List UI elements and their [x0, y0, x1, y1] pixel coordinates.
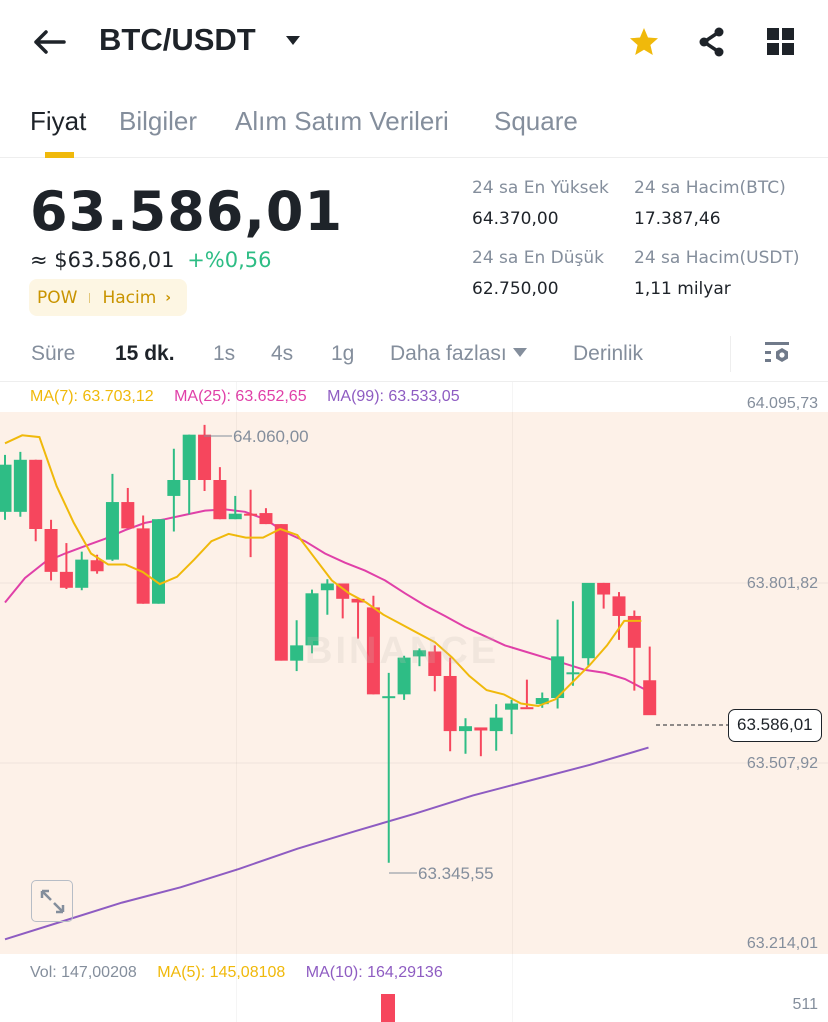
vol-ma10-label: MA(10): 164,29136 [305, 964, 443, 981]
caret-down-icon[interactable] [286, 36, 300, 45]
expand-icon [40, 889, 65, 914]
low-marker-label: 63.345,55 [418, 864, 494, 883]
tab-fiyat[interactable]: Fiyat [30, 106, 87, 136]
high-marker-label: 64.060,00 [233, 427, 309, 446]
fullscreen-button[interactable] [31, 880, 73, 922]
stat-value-24h-vol-usdt: 1,11 milyar [634, 279, 731, 299]
main-tabs: Fiyat Bilgiler Alım Satım Verileri Squar… [0, 100, 828, 158]
y-axis-label: 63.507,92 [746, 755, 818, 772]
share-icon[interactable] [696, 26, 728, 58]
grid-icon[interactable] [765, 26, 797, 58]
interval-1d[interactable]: 1g [331, 342, 355, 365]
stat-value-24h-high: 64.370,00 [472, 209, 559, 229]
price-subline: ≈ $63.586,01 +%0,56 [30, 248, 272, 272]
back-arrow-icon[interactable] [30, 24, 70, 60]
y-axis-label: 63.801,82 [746, 575, 818, 592]
divider [730, 336, 731, 372]
price-change-percent: +%0,56 [187, 248, 272, 272]
stat-label-24h-vol-btc: 24 sa Hacim(BTC) [634, 178, 786, 198]
trading-pair-title[interactable]: BTC/USDT [99, 22, 256, 57]
interval-1h[interactable]: 1s [213, 342, 236, 365]
stat-value-24h-vol-btc: 17.387,46 [634, 209, 721, 229]
chart-canvas [0, 424, 828, 941]
top-bar: BTC/USDT [0, 0, 828, 88]
grid-line [512, 382, 513, 1022]
tag-pow: POW [37, 287, 78, 308]
ma99-label: MA(99): 63.533,05 [327, 388, 460, 405]
ma25-label: MA(25): 63.652,65 [174, 388, 307, 405]
volume-axis-label: 511 [792, 996, 818, 1013]
last-price-tag: 63.586,01 [728, 709, 822, 742]
interval-bar: Süre 15 dk. 1s 4s 1g Daha fazlası Derinl… [0, 326, 828, 382]
tab-alim-satim-verileri[interactable]: Alım Satım Verileri [235, 106, 449, 136]
volume-bar [381, 994, 395, 1022]
interval-depth[interactable]: Derinlik [573, 342, 644, 365]
interval-4h[interactable]: 4s [271, 342, 294, 365]
tag-separator [89, 292, 91, 303]
stat-value-24h-low: 62.750,00 [472, 279, 559, 299]
tags-chip[interactable]: POW Hacim › [29, 279, 187, 316]
watermark: BINANCE [305, 630, 500, 672]
volume-legend: Vol: 147,00208 MA(5): 145,08108 MA(10): … [30, 964, 459, 982]
interval-more[interactable]: Daha fazlası [390, 342, 527, 366]
vol-ma5-label: MA(5): 145,08108 [157, 964, 286, 981]
tab-square[interactable]: Square [494, 106, 578, 136]
tab-bilgiler[interactable]: Bilgiler [119, 106, 198, 136]
ma7-label: MA(7): 63.703,12 [30, 388, 154, 405]
stat-label-24h-low: 24 sa En Düşük [472, 248, 604, 268]
caret-down-icon [512, 348, 527, 357]
interval-15m[interactable]: 15 dk. [115, 342, 175, 365]
ma-legend: MA(7): 63.703,12 MA(25): 63.652,65 MA(99… [30, 388, 476, 406]
star-icon[interactable] [628, 26, 660, 58]
stat-label-24h-high: 24 sa En Yüksek [472, 178, 609, 198]
usd-approx-price: ≈ $63.586,01 [30, 248, 175, 272]
y-axis-label: 63.214,01 [746, 935, 818, 952]
candlestick-chart[interactable] [0, 412, 828, 954]
grid-line [236, 382, 237, 1022]
interval-more-label: Daha fazlası [390, 342, 507, 365]
last-price: 63.586,01 [30, 180, 344, 243]
chevron-right-icon: › [165, 289, 172, 306]
stat-label-24h-vol-usdt: 24 sa Hacim(USDT) [634, 248, 800, 268]
volume-label: Vol: 147,00208 [30, 964, 137, 981]
chart-settings-icon[interactable] [762, 340, 792, 368]
y-axis-label: 64.095,73 [746, 395, 818, 412]
interval-sure[interactable]: Süre [31, 342, 76, 365]
active-tab-indicator [45, 152, 74, 158]
tag-hacim: Hacim [102, 287, 157, 308]
